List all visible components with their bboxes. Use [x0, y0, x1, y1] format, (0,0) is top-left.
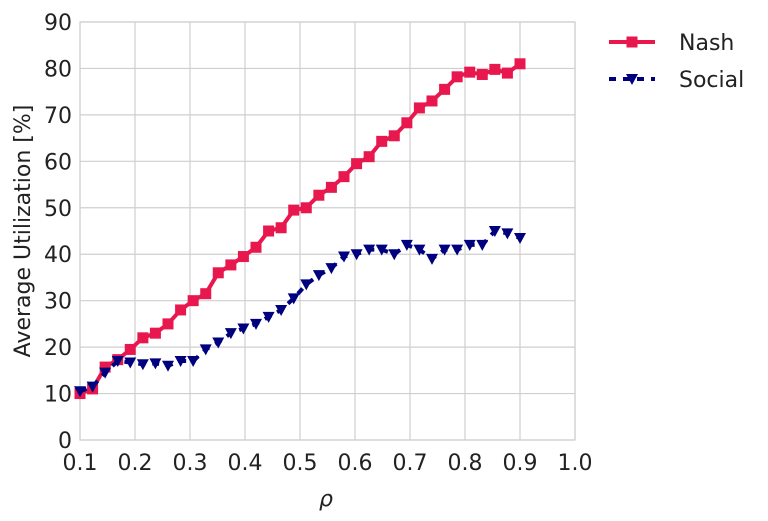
x-tick-label: 0.3 — [173, 451, 208, 476]
legend-label: Nash — [679, 31, 734, 56]
x-tick-label: 1.0 — [558, 451, 593, 476]
point — [325, 181, 337, 193]
point — [439, 83, 451, 95]
point — [313, 189, 325, 201]
y-tick-label: 30 — [44, 290, 72, 315]
point — [187, 356, 200, 368]
point — [401, 117, 413, 129]
point — [376, 135, 388, 147]
point — [489, 63, 501, 75]
point — [99, 361, 111, 373]
point — [350, 249, 363, 261]
point — [501, 228, 514, 240]
point — [338, 171, 350, 183]
point — [74, 386, 86, 398]
y-tick-label: 40 — [44, 243, 72, 268]
y-tick-label: 60 — [44, 150, 72, 175]
point — [488, 226, 501, 237]
point — [375, 244, 388, 256]
point — [225, 259, 237, 271]
point — [262, 311, 275, 323]
point — [288, 204, 300, 216]
point — [200, 288, 212, 300]
point — [312, 270, 325, 282]
x-tick-label: 0.9 — [503, 451, 538, 476]
point — [426, 253, 438, 265]
point — [275, 222, 287, 234]
y-tick-label: 90 — [44, 11, 72, 36]
point — [451, 244, 464, 256]
point — [199, 344, 212, 356]
point — [438, 244, 451, 256]
x-tick-label: 0.6 — [338, 451, 373, 476]
point — [451, 71, 463, 83]
legend-marker — [626, 74, 638, 85]
x-axis-label: ρ — [319, 487, 333, 512]
x-tick-label: 0.7 — [393, 451, 428, 476]
point — [250, 241, 262, 253]
point — [426, 95, 438, 107]
y-tick-label: 50 — [44, 197, 72, 222]
point — [187, 295, 199, 307]
plot-frame — [79, 21, 576, 441]
point — [224, 328, 237, 340]
point — [514, 232, 526, 244]
point — [162, 318, 174, 330]
point — [275, 304, 288, 316]
point — [287, 293, 300, 305]
x-tick-label: 0.4 — [228, 451, 263, 476]
point — [237, 323, 250, 335]
point — [476, 68, 488, 80]
point — [388, 249, 401, 261]
point — [137, 332, 149, 344]
point — [237, 251, 249, 263]
point — [124, 343, 136, 355]
point — [212, 337, 225, 349]
point — [162, 360, 174, 372]
point — [212, 267, 224, 279]
point — [463, 239, 476, 251]
point — [413, 244, 426, 256]
x-tick-label: 0.5 — [283, 451, 318, 476]
legend-label: Social — [679, 68, 744, 93]
y-tick-label: 80 — [44, 57, 72, 82]
point — [388, 130, 400, 142]
point — [514, 58, 526, 70]
point — [136, 359, 149, 371]
y-tick-label: 10 — [44, 383, 72, 408]
point — [363, 244, 376, 256]
legend-marker — [626, 36, 638, 48]
point — [174, 356, 187, 368]
y-axis-label: Average Utilization [%] — [11, 105, 36, 358]
y-tick-label: 20 — [44, 336, 72, 361]
x-tick-label: 0.8 — [448, 451, 483, 476]
point — [501, 67, 513, 79]
point — [149, 327, 161, 339]
point — [250, 318, 262, 330]
point — [124, 357, 137, 369]
point — [300, 202, 312, 214]
point — [351, 158, 363, 170]
y-tick-label: 70 — [44, 104, 72, 129]
point — [464, 66, 476, 78]
point — [149, 358, 162, 370]
point — [363, 151, 375, 163]
point — [413, 102, 425, 114]
x-tick-label: 0.2 — [118, 451, 153, 476]
point — [111, 356, 124, 368]
point — [476, 239, 489, 251]
point — [175, 304, 187, 316]
point — [325, 263, 338, 275]
point — [99, 367, 112, 379]
point — [263, 225, 275, 237]
x-tick-label: 0.1 — [63, 451, 98, 476]
point — [300, 279, 313, 291]
y-tick-label: 0 — [58, 429, 72, 454]
point — [86, 381, 99, 393]
point — [400, 239, 413, 251]
point — [338, 251, 350, 263]
